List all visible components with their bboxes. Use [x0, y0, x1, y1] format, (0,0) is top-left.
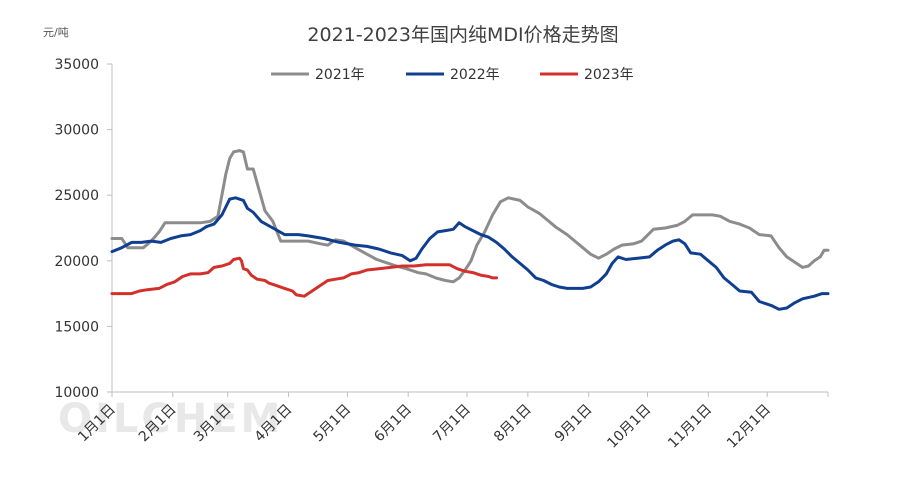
- watermark: OILCHEM: [58, 396, 283, 442]
- series-line-1: [110, 196, 830, 311]
- x-tick-label: 7月1日: [430, 402, 474, 446]
- x-tick-label: 12月1日: [724, 402, 774, 452]
- y-tick-label: 35000: [54, 57, 99, 73]
- y-tick-label: 25000: [54, 188, 99, 204]
- legend-label-2: 2023年: [584, 67, 634, 83]
- x-tick-label: 11月1日: [665, 402, 715, 452]
- y-axis: 10000 15000 20000 25000 30000 35000: [54, 57, 113, 401]
- x-tick-label: 5月1日: [311, 402, 355, 446]
- x-tick-label: 6月1日: [371, 402, 415, 446]
- series-line-2: [110, 256, 498, 298]
- plot-area: [110, 149, 830, 311]
- series-line-0: [110, 149, 830, 284]
- y-tick-label: 30000: [54, 123, 99, 139]
- unit-label: 元/吨: [43, 26, 69, 39]
- x-tick-label: 10月1日: [604, 402, 654, 452]
- legend: 2021年 2022年 2023年: [271, 67, 634, 83]
- y-tick-label: 15000: [54, 319, 99, 335]
- x-tick-label: 9月1日: [552, 402, 596, 446]
- x-tick-label: 8月1日: [491, 402, 535, 446]
- y-tick-label: 10000: [54, 385, 99, 401]
- legend-label-1: 2022年: [450, 67, 500, 83]
- y-tick-label: 20000: [54, 254, 99, 270]
- legend-label-0: 2021年: [315, 67, 365, 83]
- chart-title: 2021-2023年国内纯MDI价格走势图: [307, 24, 618, 46]
